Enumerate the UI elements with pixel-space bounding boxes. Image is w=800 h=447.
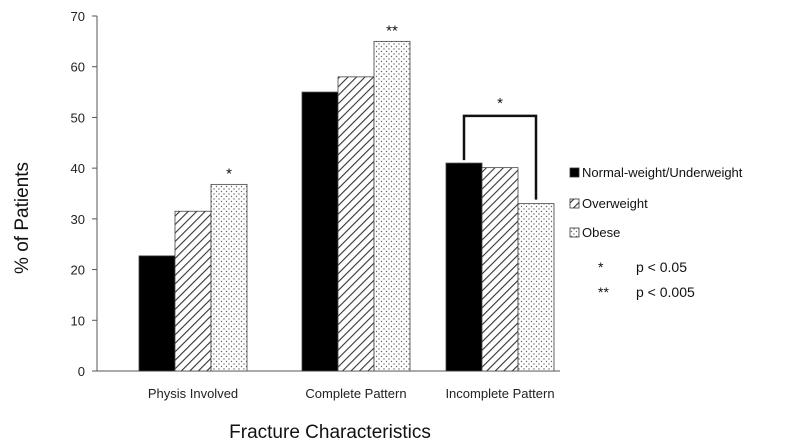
y-tick-label: 50 <box>71 110 85 125</box>
bar-overweight-1 <box>337 76 375 372</box>
legend-swatch <box>569 198 580 209</box>
y-axis-title: % of Patients <box>12 162 33 274</box>
significance-marker: ** <box>386 22 398 39</box>
bar-obese-2 <box>517 203 555 372</box>
x-axis-title: Fracture Characteristics <box>229 422 431 443</box>
y-tick-label: 0 <box>78 364 85 379</box>
legend-label: Overweight <box>582 196 648 211</box>
legend-label: Obese <box>582 225 620 240</box>
legend-swatch <box>569 167 580 178</box>
y-tick-label: 10 <box>71 313 85 328</box>
significance-notes: * p < 0.05 ** p < 0.005 <box>598 259 695 300</box>
plot-area: 0 10 20 30 40 50 60 70 Physis Involved Complete P… <box>71 9 560 401</box>
bar-normal-weight-underweight-0 <box>138 255 176 372</box>
x-tick-label: Incomplete Pattern <box>445 386 554 401</box>
note-text: p < 0.005 <box>636 284 695 300</box>
significance-marker: * <box>226 165 232 182</box>
note-symbol: * <box>598 259 604 275</box>
y-tick-label: 20 <box>71 263 85 278</box>
significance-marker: * <box>497 95 503 112</box>
bar-overweight-0 <box>174 210 212 372</box>
y-tick-label: 40 <box>71 161 85 176</box>
bar-obese-0 <box>210 183 248 372</box>
legend-swatch <box>569 227 580 238</box>
note-symbol: ** <box>598 284 609 300</box>
y-tick-label: 60 <box>71 60 85 75</box>
x-tick-label: Complete Pattern <box>305 386 406 401</box>
bar-normal-weight-underweight-1 <box>301 91 339 372</box>
legend: Normal-weight/Underweight Overweight Obese <box>569 165 743 240</box>
significance-bracket <box>462 114 538 200</box>
note-text: p < 0.05 <box>636 259 687 275</box>
y-tick-label: 30 <box>71 212 85 227</box>
legend-label: Normal-weight/Underweight <box>582 165 743 180</box>
x-tick-label: Physis Involved <box>148 386 238 401</box>
y-tick-label: 70 <box>71 9 85 24</box>
bar-obese-1 <box>373 40 411 372</box>
bar-normal-weight-underweight-2 <box>445 162 483 372</box>
bar-overweight-2 <box>481 167 519 372</box>
